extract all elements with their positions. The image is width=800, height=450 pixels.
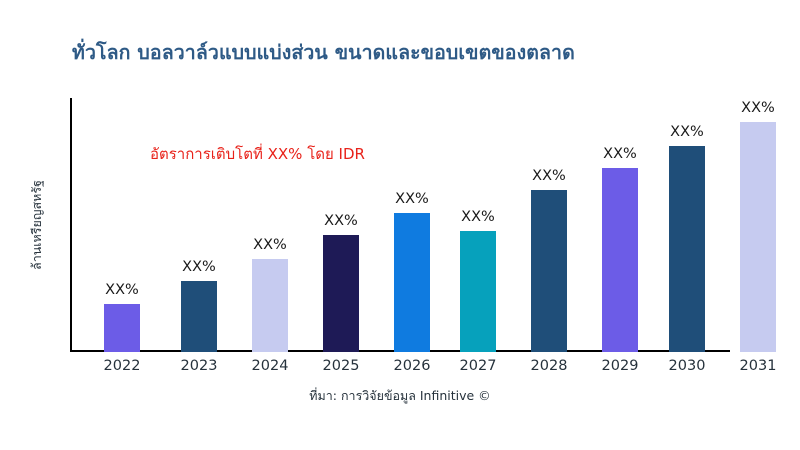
- x-tick-2025: 2025: [322, 358, 360, 374]
- x-tick-2029: 2029: [601, 358, 639, 374]
- y-axis-label: ล้านเหรียญสหรัฐ: [26, 98, 48, 352]
- x-tick-2024: 2024: [251, 358, 289, 374]
- x-tick-2026: 2026: [393, 358, 431, 374]
- bar-value-label: XX%: [741, 100, 775, 116]
- x-tick-2031: 2031: [739, 358, 777, 374]
- x-tick-2022: 2022: [103, 358, 141, 374]
- bar-2031: XX%: [740, 100, 776, 352]
- x-tick-2030: 2030: [668, 358, 706, 374]
- plot-area: [70, 98, 730, 352]
- y-axis-label-text: ล้านเหรียญสหรัฐ: [29, 180, 44, 270]
- x-tick-2023: 2023: [180, 358, 218, 374]
- page-title: ทั่วโลก บอลวาล์วแบบแบ่งส่วน ขนาดและขอบเข…: [72, 41, 575, 64]
- x-tick-2027: 2027: [459, 358, 497, 374]
- x-tick-2028: 2028: [530, 358, 568, 374]
- y-axis-line: [70, 98, 72, 352]
- x-axis-line: [70, 350, 730, 352]
- growth-rate-annotation: อัตราการเติบโตที่ XX% โดย IDR: [150, 145, 365, 163]
- source-caption: ที่มา: การวิจัยข้อมูล Infinitive ©: [309, 388, 491, 403]
